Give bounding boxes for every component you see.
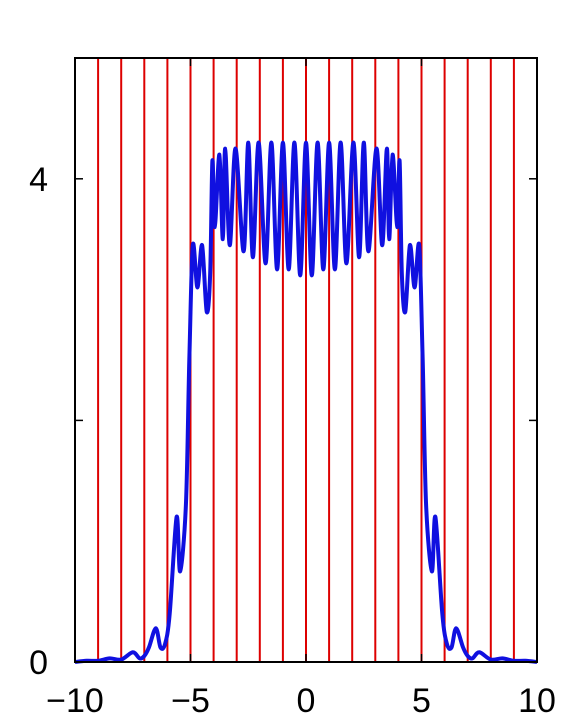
x-tick-label: 5 <box>412 682 431 720</box>
tick-group <box>74 58 538 663</box>
x-tick-label: −10 <box>46 682 104 720</box>
series-group <box>74 140 538 664</box>
y-tick-label: 0 <box>29 644 48 682</box>
x-tick-label: 10 <box>518 682 556 720</box>
y-tick-label: 4 <box>29 161 48 199</box>
x-tick-label: −5 <box>171 682 210 720</box>
x-tick-label: 0 <box>297 682 316 720</box>
y-tick-label-group: 04 <box>29 161 48 682</box>
x-tick-label-group: −10 −5 0 5 10 <box>46 682 556 720</box>
series-line <box>74 140 538 664</box>
